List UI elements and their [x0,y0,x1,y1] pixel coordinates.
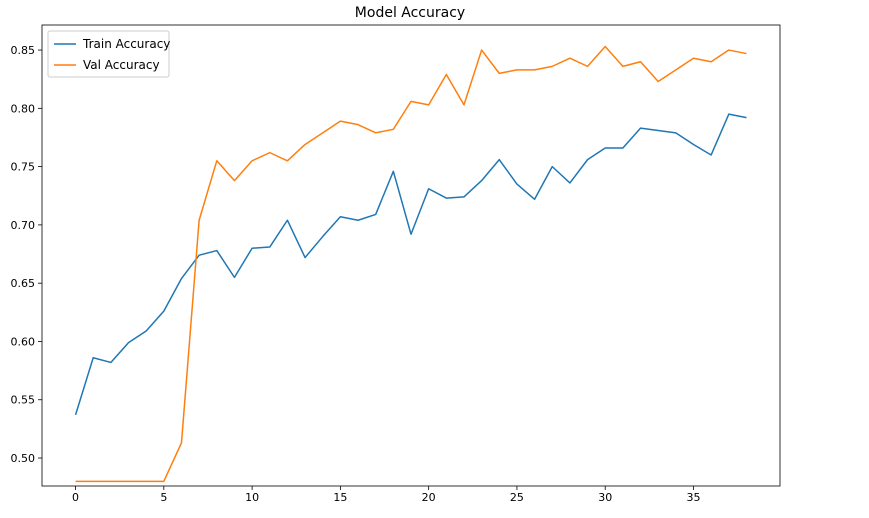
plot-frame [41,24,781,487]
x-tick-label: 10 [245,491,259,504]
legend-label-1: Val Accuracy [83,58,160,72]
y-tick-label: 0.65 [11,277,36,290]
series-line-0 [74,113,747,416]
legend: Train Accuracy Val Accuracy [47,30,170,78]
y-tick-label: 0.85 [11,44,36,57]
x-tick-label: 15 [333,491,347,504]
y-tick-label: 0.75 [11,161,36,174]
y-axis-ticks: 0.50 0.55 0.60 0.65 0.70 0.75 0.80 0.85 [11,44,42,465]
legend-box [47,30,170,78]
x-tick-label: 20 [422,491,436,504]
x-tick-label: 5 [160,491,167,504]
x-tick-label: 25 [510,491,524,504]
y-tick-label: 0.50 [11,452,36,465]
x-axis-ticks: 0 5 10 15 20 25 30 35 [72,486,700,504]
x-tick-label: 35 [686,491,700,504]
y-tick-label: 0.55 [11,394,36,407]
y-tick-label: 0.60 [11,335,36,348]
series-line-1 [75,45,747,483]
legend-label-0: Train Accuracy [82,37,170,51]
y-tick-label: 0.80 [11,102,36,115]
chart-title: Model Accuracy [355,5,465,21]
plot-series [74,45,747,483]
x-tick-label: 30 [598,491,612,504]
x-tick-label: 0 [72,491,79,504]
y-tick-label: 0.70 [11,219,36,232]
